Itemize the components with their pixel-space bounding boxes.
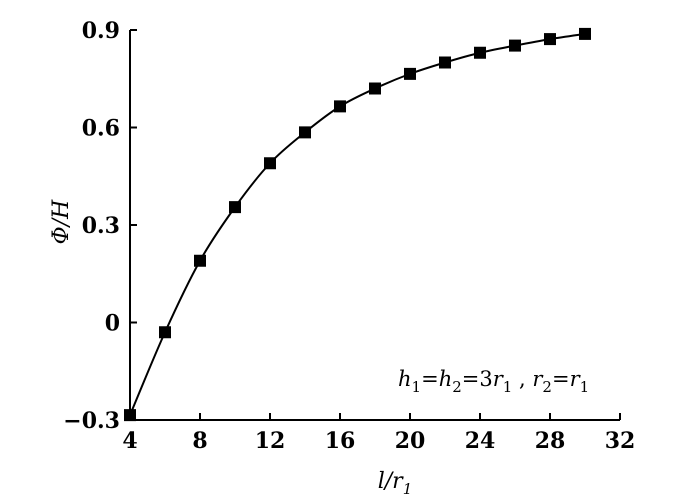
x-tick-label: 16 — [325, 428, 356, 454]
x-tick-label: 24 — [465, 428, 496, 454]
y-tick-label: 0 — [105, 311, 120, 337]
x-tick-label: 28 — [535, 428, 566, 454]
x-axis-title: l/r1 — [378, 469, 413, 498]
data-point — [544, 33, 556, 46]
data-point — [474, 46, 486, 59]
tick-labels: 4 8 12 16 20 24 28 32 −0.3 0 0.3 0.6 0.9 — [63, 18, 635, 454]
y-tick-label: 0.9 — [82, 18, 120, 44]
data-point — [509, 39, 521, 52]
data-point — [159, 326, 171, 339]
y-tick-label: 0.3 — [82, 213, 120, 239]
data-point — [264, 157, 276, 170]
data-point — [194, 254, 206, 267]
data-point — [404, 67, 416, 80]
data-point — [334, 100, 346, 113]
x-tick-label: 4 — [122, 428, 137, 454]
x-tick-label: 20 — [395, 428, 426, 454]
series — [124, 27, 591, 422]
y-tick-label: 0.6 — [82, 116, 120, 142]
x-tick-label: 8 — [192, 428, 207, 454]
data-point — [369, 82, 381, 95]
data-point — [299, 126, 311, 139]
y-axis-title: Φ/H — [49, 199, 74, 244]
data-point — [439, 56, 451, 69]
x-tick-label: 12 — [255, 428, 286, 454]
series-line — [129, 32, 586, 416]
annotation: h1=h2=3r1 , r2=r1 — [398, 367, 589, 396]
data-point — [579, 27, 591, 40]
data-point — [229, 201, 241, 214]
y-tick-label: −0.3 — [63, 408, 120, 434]
x-tick-label: 32 — [605, 428, 636, 454]
data-point — [124, 409, 136, 422]
